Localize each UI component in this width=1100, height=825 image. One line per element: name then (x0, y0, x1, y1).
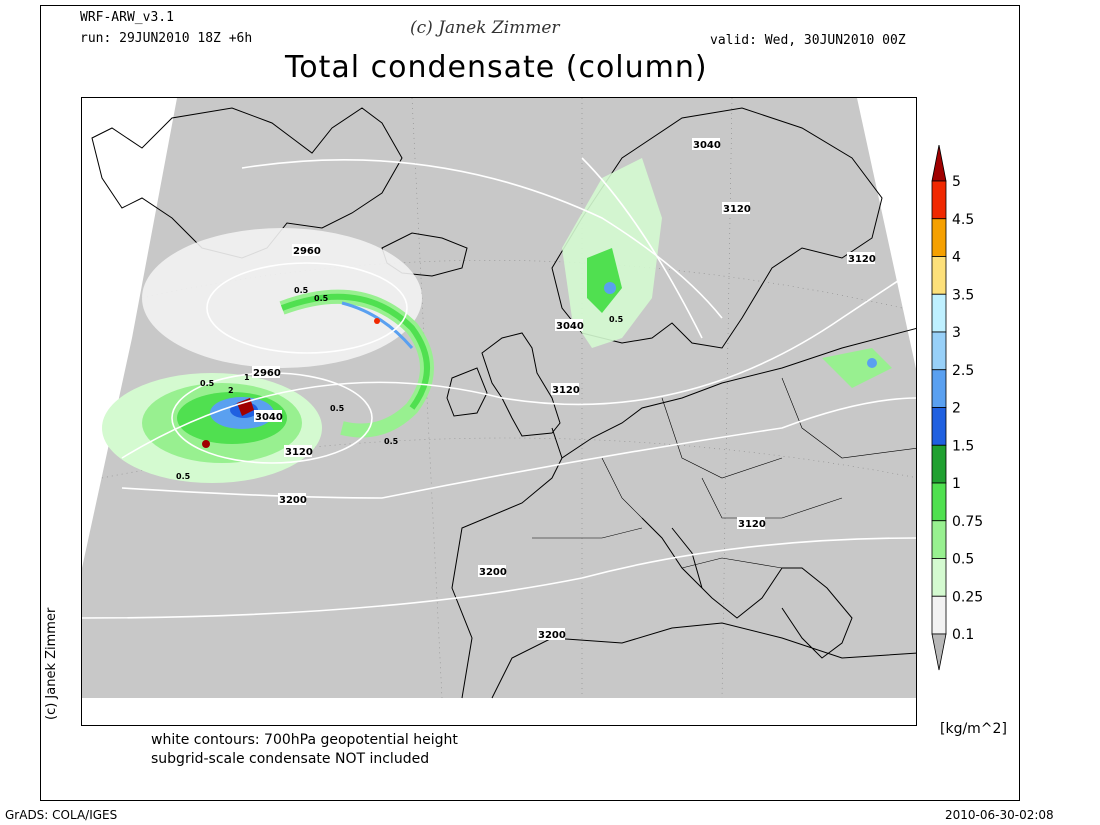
contour-label: 0.5 (609, 315, 624, 324)
footer-timestamp: 2010-06-30-02:08 (945, 808, 1054, 822)
colorbar-tick-label: 4 (952, 250, 961, 266)
colorbar-swatch (931, 595, 947, 635)
map-svg: 2960 2960 3040 3040 3040 3120 3120 3120 … (82, 98, 916, 699)
contour-label: 0.5 (176, 472, 191, 481)
colorbar-swatch (931, 144, 947, 182)
colorbar-tick-label: 0.25 (952, 589, 983, 605)
chart-title: Total condensate (column) (285, 50, 708, 85)
colorbar-swatch (931, 180, 947, 220)
contour-label: 3120 (738, 519, 766, 530)
author-watermark: (c) Janek Zimmer (410, 18, 560, 38)
contour-label: 0.5 (294, 286, 309, 295)
contour-label: 1 (244, 373, 250, 382)
run-info: run: 29JUN2010 18Z +6h (80, 31, 253, 46)
colorbar-swatch (931, 558, 947, 597)
contour-label: 0.5 (330, 404, 345, 413)
valid-time: valid: Wed, 30JUN2010 00Z (710, 33, 906, 48)
colorbar-tick-label: 3 (952, 325, 961, 341)
colorbar-swatch (931, 331, 947, 371)
footer-software: GrADS: COLA/IGES (5, 808, 118, 822)
colorbar-swatch (931, 369, 947, 408)
contour-label: 3120 (552, 385, 580, 396)
europe-coast (451, 328, 916, 699)
contour-label: 0.5 (200, 379, 215, 388)
condensate-field (102, 158, 892, 483)
contour-label: 3200 (538, 630, 566, 641)
ireland-coast (446, 367, 488, 417)
colorbar-tick-label: 0.5 (952, 552, 974, 568)
plot-frame (40, 5, 1020, 801)
contour-label: 2960 (253, 368, 281, 379)
greenland-coast (91, 107, 403, 259)
colorbar-swatch (931, 520, 947, 559)
colorbar-swatch (931, 293, 947, 333)
contour-label: 0.5 (314, 294, 329, 303)
contour-label: 3040 (255, 412, 283, 423)
colorbar: 5 4.5 4 3.5 3 2.5 2 1.5 1 0.75 0.5 0.25 0.1 (930, 144, 1020, 675)
model-name: WRF-ARW_v3.1 (80, 10, 174, 25)
colorbar-tick-label: 2 (952, 401, 961, 417)
contour-label: 3040 (693, 140, 721, 151)
colorbar-tick-label: 0.75 (952, 514, 983, 530)
scandinavia-coast (551, 107, 883, 349)
contour-label: 3120 (285, 447, 313, 458)
contour-label: 3200 (479, 567, 507, 578)
colorbar-tick-label: 4.5 (952, 212, 974, 228)
contour-label: 3120 (848, 254, 876, 265)
contour-label: 3040 (556, 321, 584, 332)
colorbar-swatch (931, 256, 947, 295)
colorbar-tick-label: 1 (952, 476, 961, 492)
contour-label: 3120 (723, 204, 751, 215)
colorbar-unit: [kg/m^2] (940, 721, 1007, 737)
colorbar-swatch (931, 444, 947, 484)
note-subgrid: subgrid-scale condensate NOT included (151, 751, 430, 767)
side-copyright: (c) Janek Zimmer (44, 607, 59, 720)
contour-label: 3200 (279, 495, 307, 506)
colorbar-tick-label: 3.5 (952, 287, 974, 303)
contour-label: 2 (228, 386, 234, 395)
contour-label: 2960 (293, 246, 321, 257)
colorbar-tick-label: 1.5 (952, 438, 974, 454)
map-panel: 2960 2960 3040 3040 3040 3120 3120 3120 … (81, 97, 917, 726)
geopotential-contours (82, 157, 916, 619)
note-contours: white contours: 700hPa geopotential heig… (151, 732, 458, 748)
contour-label: 0.5 (384, 437, 399, 446)
colorbar-tick-label: 5 (952, 174, 961, 190)
colorbar-tick-label: 2.5 (952, 363, 974, 379)
colorbar-swatch (931, 482, 947, 522)
colorbar-swatch (931, 633, 947, 671)
colorbar-swatch (931, 407, 947, 446)
colorbar-tick-label: 0.1 (952, 627, 974, 643)
contour-labels: 2960 2960 3040 3040 3040 3120 3120 3120 … (176, 138, 876, 641)
colorbar-swatch (931, 218, 947, 257)
